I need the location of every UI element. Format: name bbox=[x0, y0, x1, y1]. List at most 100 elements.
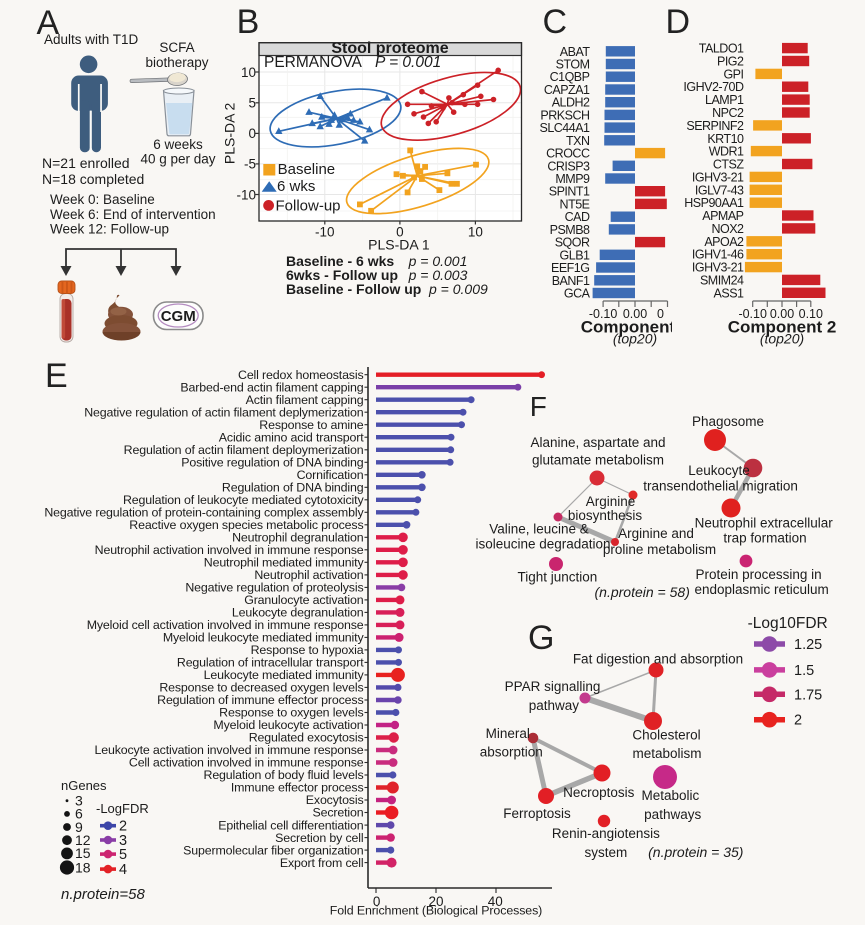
svg-text:-Log10FDR: -Log10FDR bbox=[748, 615, 828, 632]
svg-text:Component 1: Component 1 bbox=[581, 318, 672, 337]
svg-text:4: 4 bbox=[119, 862, 127, 878]
svg-text:glutamate metabolism: glutamate metabolism bbox=[532, 452, 664, 467]
svg-text:GLB1: GLB1 bbox=[560, 248, 591, 262]
svg-text:Regulation of leukocyte mediat: Regulation of leukocyte mediated cytotox… bbox=[123, 493, 364, 507]
svg-text:CROCC: CROCC bbox=[546, 147, 590, 161]
svg-text:Myeloid leukocyte mediated imm: Myeloid leukocyte mediated immunity bbox=[163, 631, 365, 645]
svg-text:0: 0 bbox=[657, 307, 664, 321]
svg-text:Response to hypoxia: Response to hypoxia bbox=[251, 643, 364, 657]
svg-text:Follow-up: Follow-up bbox=[276, 197, 341, 214]
svg-text:biosynthesis: biosynthesis bbox=[568, 508, 643, 523]
svg-text:Cell activation involved in im: Cell activation involved in immune respo… bbox=[129, 756, 364, 770]
svg-text:GCA: GCA bbox=[564, 287, 591, 301]
svg-text:Positive regulation of DNA bin: Positive regulation of DNA binding bbox=[181, 456, 364, 470]
svg-text:Secretion: Secretion bbox=[313, 806, 364, 820]
svg-text:APOA2: APOA2 bbox=[704, 235, 744, 249]
svg-text:KRT10: KRT10 bbox=[707, 132, 744, 146]
svg-text:Alanine, aspartate and: Alanine, aspartate and bbox=[530, 435, 665, 450]
svg-text:6wks - Follow up: 6wks - Follow up bbox=[286, 267, 398, 283]
svg-text:NT5E: NT5E bbox=[560, 197, 590, 211]
svg-text:0: 0 bbox=[373, 894, 381, 909]
svg-text:12: 12 bbox=[75, 832, 91, 848]
svg-text:PPAR signalling: PPAR signalling bbox=[505, 679, 601, 694]
svg-text:CAD: CAD bbox=[565, 210, 590, 224]
svg-text:Regulation of intracellular tr: Regulation of intracellular transport bbox=[177, 656, 364, 670]
svg-text:PERMANOVA: PERMANOVA bbox=[264, 54, 363, 71]
svg-text:Myeloid cell activation involv: Myeloid cell activation involved in immu… bbox=[87, 618, 364, 632]
svg-text:IGHV1-46: IGHV1-46 bbox=[692, 248, 744, 262]
svg-text:0.00: 0.00 bbox=[770, 307, 794, 321]
svg-text:Leukocyte degranulation: Leukocyte degranulation bbox=[232, 606, 364, 620]
svg-text:ALDH2: ALDH2 bbox=[552, 96, 590, 110]
svg-text:Acidic amino acid transport: Acidic amino acid transport bbox=[219, 431, 364, 445]
svg-text:Arginine: Arginine bbox=[586, 494, 636, 509]
svg-text:isoleucine degradation: isoleucine degradation bbox=[475, 536, 610, 551]
svg-text:3: 3 bbox=[119, 833, 127, 849]
svg-text:HSP90AA1: HSP90AA1 bbox=[684, 196, 744, 210]
svg-text:STOM: STOM bbox=[556, 58, 590, 72]
svg-text:Regulation of body fluid level: Regulation of body fluid levels bbox=[204, 768, 364, 782]
svg-text:p = 0.003: p = 0.003 bbox=[408, 267, 468, 283]
svg-text:n.protein=58: n.protein=58 bbox=[61, 886, 145, 903]
svg-text:3: 3 bbox=[75, 793, 83, 809]
svg-text:6 wks: 6 wks bbox=[277, 178, 315, 195]
svg-text:Leukocyte: Leukocyte bbox=[688, 463, 750, 478]
svg-text:Tight junction: Tight junction bbox=[518, 569, 598, 584]
svg-text:(top20): (top20) bbox=[760, 331, 804, 347]
svg-text:10: 10 bbox=[241, 65, 256, 80]
svg-text:ASS1: ASS1 bbox=[714, 286, 745, 300]
svg-text:IGHV3-21: IGHV3-21 bbox=[692, 261, 744, 275]
svg-text:EEF1G: EEF1G bbox=[551, 261, 590, 275]
svg-text:1.75: 1.75 bbox=[794, 687, 822, 703]
svg-text:transendothelial migration: transendothelial migration bbox=[643, 479, 798, 494]
svg-text:LAMP1: LAMP1 bbox=[705, 93, 744, 107]
svg-text:1.5: 1.5 bbox=[794, 663, 814, 679]
svg-text:APMAP: APMAP bbox=[702, 209, 743, 223]
svg-text:Week 6: End of intervention: Week 6: End of intervention bbox=[50, 207, 216, 222]
svg-text:PLS-DA 2: PLS-DA 2 bbox=[222, 102, 238, 164]
svg-text:Response to amine: Response to amine bbox=[259, 418, 363, 432]
svg-text:0: 0 bbox=[248, 126, 256, 141]
svg-text:NPC2: NPC2 bbox=[712, 106, 744, 120]
svg-text:Negative regulation of actin f: Negative regulation of actin filament de… bbox=[84, 405, 364, 419]
svg-text:Week 12: Follow-up: Week 12: Follow-up bbox=[50, 222, 169, 237]
svg-text:NOX2: NOX2 bbox=[711, 222, 744, 236]
svg-text:absorption: absorption bbox=[480, 745, 543, 760]
svg-text:trap formation: trap formation bbox=[723, 530, 806, 545]
svg-text:Ferroptosis: Ferroptosis bbox=[503, 806, 571, 821]
svg-text:Mineral: Mineral bbox=[486, 726, 530, 741]
svg-text:Leukocyte mediated immunity: Leukocyte mediated immunity bbox=[204, 668, 365, 682]
svg-text:SERPINF2: SERPINF2 bbox=[686, 119, 744, 133]
svg-text:biotherapy: biotherapy bbox=[145, 55, 208, 70]
svg-text:SLC44A1: SLC44A1 bbox=[540, 121, 590, 135]
svg-text:Neutrophil extracellular: Neutrophil extracellular bbox=[695, 515, 834, 530]
svg-text:Exocytosis: Exocytosis bbox=[306, 793, 364, 807]
svg-text:5: 5 bbox=[119, 847, 127, 863]
svg-text:Neutrophil mediated immunity: Neutrophil mediated immunity bbox=[204, 556, 365, 570]
svg-text:CTSZ: CTSZ bbox=[713, 158, 745, 172]
svg-text:Barbed-end actin filament capp: Barbed-end actin filament capping bbox=[180, 380, 363, 394]
svg-text:endoplasmic reticulum: endoplasmic reticulum bbox=[694, 582, 828, 597]
svg-text:Regulation of DNA binding: Regulation of DNA binding bbox=[222, 481, 364, 495]
svg-text:Stool proteome: Stool proteome bbox=[331, 40, 448, 57]
svg-text:SQOR: SQOR bbox=[555, 236, 590, 250]
svg-text:Adults with T1D: Adults with T1D bbox=[44, 32, 139, 47]
svg-text:C1QBP: C1QBP bbox=[550, 70, 590, 84]
svg-text:p = 0.009: p = 0.009 bbox=[428, 281, 488, 297]
svg-text:WDR1: WDR1 bbox=[709, 145, 744, 159]
svg-text:Cornification: Cornification bbox=[297, 468, 364, 482]
svg-text:Regulation of immune effector: Regulation of immune effector process bbox=[157, 693, 363, 707]
svg-text:10: 10 bbox=[468, 225, 483, 240]
svg-text:Granulocyte activation: Granulocyte activation bbox=[244, 593, 364, 607]
svg-text:proline metabolism: proline metabolism bbox=[603, 542, 716, 557]
svg-text:PSMB8: PSMB8 bbox=[550, 223, 590, 237]
svg-text:Export from cell: Export from cell bbox=[280, 856, 364, 870]
svg-text:ABAT: ABAT bbox=[560, 45, 591, 59]
svg-text:metabolism: metabolism bbox=[632, 746, 701, 761]
svg-text:CAPZA1: CAPZA1 bbox=[544, 83, 590, 97]
svg-text:Reactive oxygen species metabo: Reactive oxygen species metabolic proces… bbox=[129, 518, 363, 532]
svg-text:9: 9 bbox=[75, 819, 83, 835]
svg-text:0.10: 0.10 bbox=[799, 307, 823, 321]
svg-text:p = 0.001: p = 0.001 bbox=[408, 253, 468, 269]
svg-text:IGHV3-21: IGHV3-21 bbox=[692, 170, 744, 184]
